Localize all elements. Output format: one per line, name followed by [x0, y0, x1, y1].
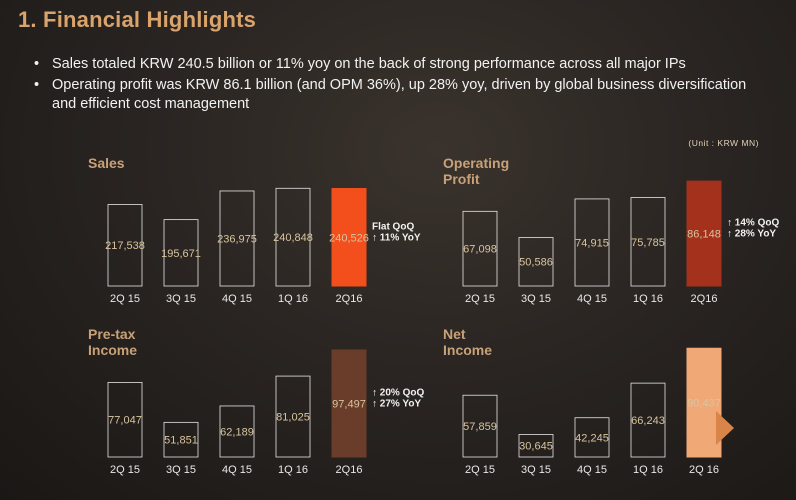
- operating-profit-chart-title: Operating Profit: [443, 155, 510, 187]
- net-income-value-label-5: 90,437: [687, 398, 721, 410]
- pretax-income-value-label-2: 51,851: [164, 435, 198, 447]
- operating-profit-tick-label-1: 2Q 15: [465, 293, 495, 305]
- operating-profit-growth-label-1: ↑ 14% QoQ: [727, 218, 779, 229]
- sales-tick-label-4: 1Q 16: [278, 293, 308, 305]
- sales-tick-label-2: 3Q 15: [166, 293, 196, 305]
- sales-bar-2: [163, 219, 199, 287]
- operating-profit-tick-label-5: 2Q16: [691, 293, 718, 305]
- operating-profit-bar-4: [630, 197, 666, 287]
- pretax-income-bar-1: [107, 381, 143, 458]
- net-income-bar-3: [574, 417, 610, 458]
- pretax-income-bar-5: [331, 349, 367, 458]
- sales-bar-3: [219, 190, 255, 287]
- pretax-income-bar-2: [163, 421, 199, 458]
- bullet-sales: Sales totaled KRW 240.5 billion or 11% y…: [34, 55, 774, 74]
- pretax-income-tick-label-3: 4Q 15: [222, 464, 252, 476]
- net-income-value-label-1: 57,859: [463, 421, 497, 433]
- sales-tick-label-3: 4Q 15: [222, 293, 252, 305]
- operating-profit-tick-label-2: 3Q 15: [521, 293, 551, 305]
- sales-tick-label-5: 2Q16: [336, 293, 363, 305]
- operating-profit-value-label-1: 67,098: [463, 244, 497, 256]
- sales-growth-label-1: Flat QoQ: [372, 221, 414, 232]
- sales-value-label-1: 217,538: [105, 240, 145, 252]
- net-income-tick-label-3: 4Q 15: [577, 464, 607, 476]
- operating-profit-value-label-2: 50,586: [519, 257, 553, 269]
- sales-chart-title: Sales: [88, 155, 125, 171]
- sales-chart-svg: 217,538 2Q 15 195,671 3Q 15 236,975 4Q 15 240,…: [105, 187, 421, 305]
- operating-profit-bar-3: [574, 198, 610, 287]
- sales-value-label-2: 195,671: [161, 248, 201, 260]
- net-income-tick-label-5: 2Q 16: [689, 464, 719, 476]
- net-income-bar-4: [630, 382, 666, 458]
- pretax-income-value-label-1: 77,047: [108, 415, 142, 427]
- sales-value-label-4: 240,848: [273, 232, 313, 244]
- pretax-income-value-label-5: 97,497: [332, 398, 366, 410]
- operating-profit-tick-label-4: 1Q 16: [633, 293, 663, 305]
- pretax-income-value-label-4: 81,025: [276, 412, 310, 424]
- pretax-income-bar-3: [219, 405, 255, 458]
- pretax-income-chart-title: Pre-tax Income: [88, 326, 138, 358]
- operating-profit-value-label-4: 75,785: [631, 237, 665, 249]
- operating-profit-bar-5: [686, 180, 722, 287]
- pretax-income-tick-label-5: 2Q16: [336, 464, 363, 476]
- pretax-income-tick-label-4: 1Q 16: [278, 464, 308, 476]
- sales-bar-5: [331, 188, 367, 287]
- net-income-chart-svg: 57,859 2Q 15 30,645 3Q 15 42,245 4Q 15 66,243 1…: [462, 347, 722, 476]
- unit-note: (Unit : KRW MN): [688, 138, 759, 148]
- net-income-tick-label-4: 1Q 16: [633, 464, 663, 476]
- pretax-income-tick-label-2: 3Q 15: [166, 464, 196, 476]
- operating-profit-value-label-3: 74,915: [575, 237, 609, 249]
- net-income-value-label-3: 42,245: [575, 432, 609, 444]
- page-title: 1. Financial Highlights: [18, 7, 257, 32]
- pretax-income-tick-label-1: 2Q 15: [110, 464, 140, 476]
- pretax-income-growth-label-1: ↑ 20% QoQ: [372, 387, 424, 398]
- net-income-tick-label-1: 2Q 15: [465, 464, 495, 476]
- operating-profit-bar-2: [518, 237, 554, 287]
- sales-value-label-5: 240,526: [329, 232, 369, 244]
- pretax-income-value-label-3: 62,189: [220, 426, 254, 438]
- operating-profit-growth-label-2: ↑ 28% YoY: [727, 229, 776, 240]
- operating-profit-chart-svg: 67,098 2Q 15 50,586 3Q 15 74,915 4Q 15 75,785 1…: [462, 180, 779, 305]
- pretax-income-chart-svg: 77,047 2Q 15 51,851 3Q 15 62,189 4Q 15 81,025 1…: [107, 349, 424, 476]
- sales-tick-label-1: 2Q 15: [110, 293, 140, 305]
- net-income-value-label-4: 66,243: [631, 415, 665, 427]
- pretax-income-bar-4: [275, 375, 311, 458]
- net-income-chart-title: Net Income: [443, 326, 493, 358]
- sales-value-label-3: 236,975: [217, 233, 257, 245]
- highlights-list: Sales totaled KRW 240.5 billion or 11% y…: [34, 55, 774, 116]
- bullet-operating-profit: Operating profit was KRW 86.1 billion (a…: [34, 76, 774, 114]
- operating-profit-value-label-5: 86,148: [687, 229, 721, 241]
- net-income-bar-1: [462, 394, 498, 458]
- net-income-tick-label-2: 3Q 15: [521, 464, 551, 476]
- net-income-bar-2: [518, 434, 554, 458]
- sales-bar-1: [107, 204, 143, 287]
- operating-profit-tick-label-3: 4Q 15: [577, 293, 607, 305]
- net-income-value-label-2: 30,645: [519, 441, 553, 453]
- sales-growth-label-2: ↑ 11% YoY: [372, 232, 421, 243]
- pretax-income-growth-label-2: ↑ 27% YoY: [372, 398, 421, 409]
- sales-bar-4: [275, 187, 311, 287]
- operating-profit-bar-1: [462, 210, 498, 287]
- next-arrow-icon: [716, 411, 734, 445]
- net-income-bar-5: [686, 347, 722, 458]
